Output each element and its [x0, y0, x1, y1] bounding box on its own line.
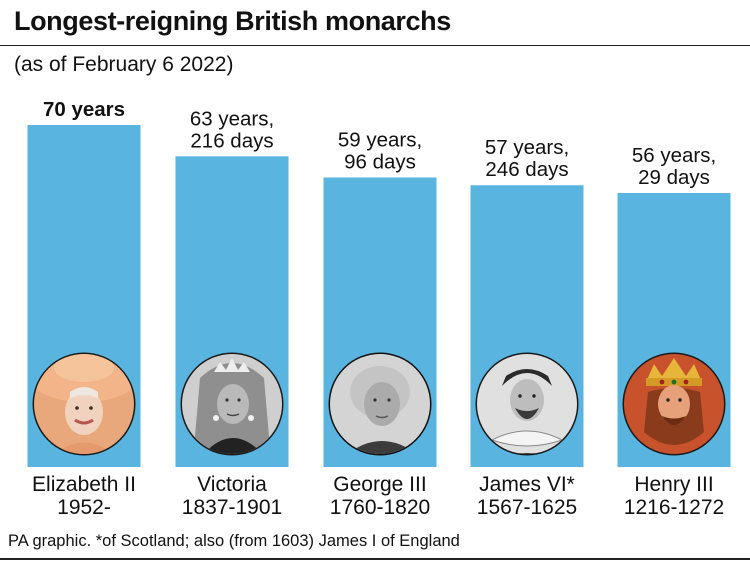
value-label-3: 59 years, 96 days	[338, 128, 422, 173]
victoria-portrait	[180, 352, 284, 456]
period-label-3: 1760-1820	[330, 496, 430, 519]
period-label-5: 1216-1272	[624, 496, 724, 519]
elizabeth-ii-portrait	[32, 352, 136, 456]
footnote: PA graphic. *of Scotland; also (from 160…	[8, 532, 460, 550]
category-label-1: Elizabeth II	[32, 473, 136, 496]
category-label-3: George III	[333, 473, 426, 496]
category-label-4: James VI*	[479, 473, 575, 496]
title-rule	[0, 45, 750, 46]
chart-title: Longest-reigning British monarchs	[14, 6, 451, 36]
period-label-4: 1567-1625	[477, 496, 577, 519]
category-label-2: Victoria	[197, 473, 267, 496]
category-label-5: Henry III	[634, 473, 713, 496]
james-vi-portrait	[475, 352, 579, 456]
chart-subtitle: (as of February 6 2022)	[14, 53, 234, 76]
value-label-1: 70 years	[43, 98, 125, 121]
value-label-4: 57 years, 246 days	[485, 136, 569, 181]
value-label-5: 56 years, 29 days	[632, 144, 716, 189]
bottom-rule	[0, 558, 750, 560]
period-label-2: 1837-1901	[182, 496, 282, 519]
george-iii-portrait	[328, 352, 432, 456]
period-label-1: 1952-	[57, 496, 111, 519]
value-label-2: 63 years, 216 days	[190, 107, 274, 152]
henry-iii-portrait	[622, 352, 726, 456]
